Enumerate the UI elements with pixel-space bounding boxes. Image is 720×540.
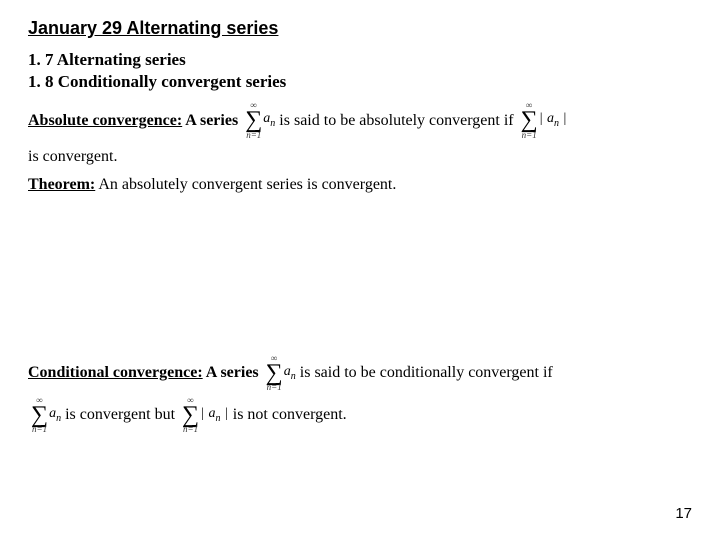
- sigma-symbol: ∑: [521, 110, 538, 130]
- term-abs-an: | an |: [200, 406, 229, 424]
- sigma-bot: n=1: [246, 131, 261, 140]
- term-an: an: [284, 361, 296, 385]
- sigma-symbol: ∑: [266, 363, 283, 383]
- sigma-symbol: ∑: [245, 110, 262, 130]
- cond-convergent-but: is convergent but: [65, 406, 175, 424]
- sigma-symbol: ∑: [31, 405, 48, 425]
- cond-text-2: is said to be conditionally convergent i…: [300, 360, 553, 386]
- sigma-an-3: ∞ ∑ n=1 an: [28, 396, 61, 434]
- sigma-abs-an-1: ∞ ∑ n=1 | an |: [518, 101, 568, 139]
- sigma-bot: n=1: [32, 425, 47, 434]
- theorem-line: Theorem: An absolutely convergent series…: [28, 176, 692, 194]
- conditional-convergence-section: Conditional convergence: A series ∞ ∑ n=…: [28, 354, 692, 435]
- sigma-bot: n=1: [183, 425, 198, 434]
- term-an: an: [263, 108, 275, 132]
- term-an: an: [49, 406, 61, 424]
- term-abs-an: | an |: [539, 108, 568, 132]
- page-number: 17: [675, 505, 692, 522]
- subheadings: 1. 7 Alternating series 1. 8 Conditional…: [28, 49, 692, 93]
- sigma-bot: n=1: [522, 131, 537, 140]
- conditional-convergence-label: Conditional convergence:: [28, 364, 203, 381]
- conditional-convergence-definition: Conditional convergence: A series ∞ ∑ n=…: [28, 354, 692, 392]
- cond-not-convergent: is not convergent.: [233, 406, 347, 424]
- absolute-convergence-definition: Absolute convergence: A series ∞ ∑ n=1 a…: [28, 101, 692, 139]
- theorem-text: An absolutely convergent series is conve…: [95, 176, 396, 193]
- sigma-abs-an-2: ∞ ∑ n=1 | an |: [179, 396, 229, 434]
- subheading-1-7: 1. 7 Alternating series: [28, 49, 692, 71]
- cond-text-1: A series: [203, 364, 259, 381]
- sigma-symbol: ∑: [182, 405, 199, 425]
- sigma-an-2: ∞ ∑ n=1 an: [263, 354, 296, 392]
- theorem-label: Theorem:: [28, 176, 95, 193]
- abs-text-1: A series: [182, 112, 238, 129]
- absolute-convergence-label: Absolute convergence:: [28, 112, 182, 129]
- lecture-title: January 29 Alternating series: [28, 18, 692, 39]
- abs-text-2: is said to be absolutely convergent if: [279, 108, 513, 134]
- sigma-an-1: ∞ ∑ n=1 an: [242, 101, 275, 139]
- subheading-1-8: 1. 8 Conditionally convergent series: [28, 71, 692, 93]
- sigma-bot: n=1: [267, 383, 282, 392]
- conditional-line-2: ∞ ∑ n=1 an is convergent but ∞ ∑ n=1 | a…: [28, 396, 692, 434]
- is-convergent-text: is convergent.: [28, 148, 692, 166]
